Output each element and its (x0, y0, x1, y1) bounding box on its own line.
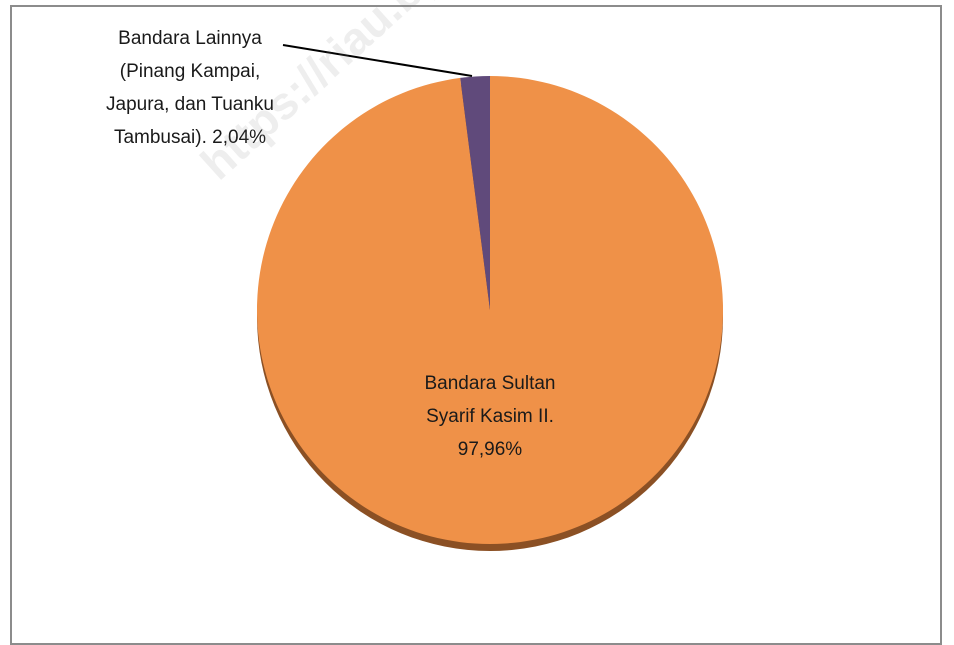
value-label: 97,96% (457, 439, 523, 460)
category-label: Bandara Lainnya (Pinang Kampai, Japura, … (106, 28, 274, 148)
category-label: Bandara Sultan Syarif Kasim II. (424, 373, 556, 427)
value-label: 2,04% (212, 127, 267, 148)
slice-label: Bandara Sultan Syarif Kasim II. 97,96% (400, 367, 580, 466)
slice-label: Bandara Lainnya (Pinang Kampai, Japura, … (95, 22, 285, 154)
pie-slice (256, 76, 723, 545)
leader-line (282, 44, 473, 77)
pie-slice (460, 76, 490, 310)
